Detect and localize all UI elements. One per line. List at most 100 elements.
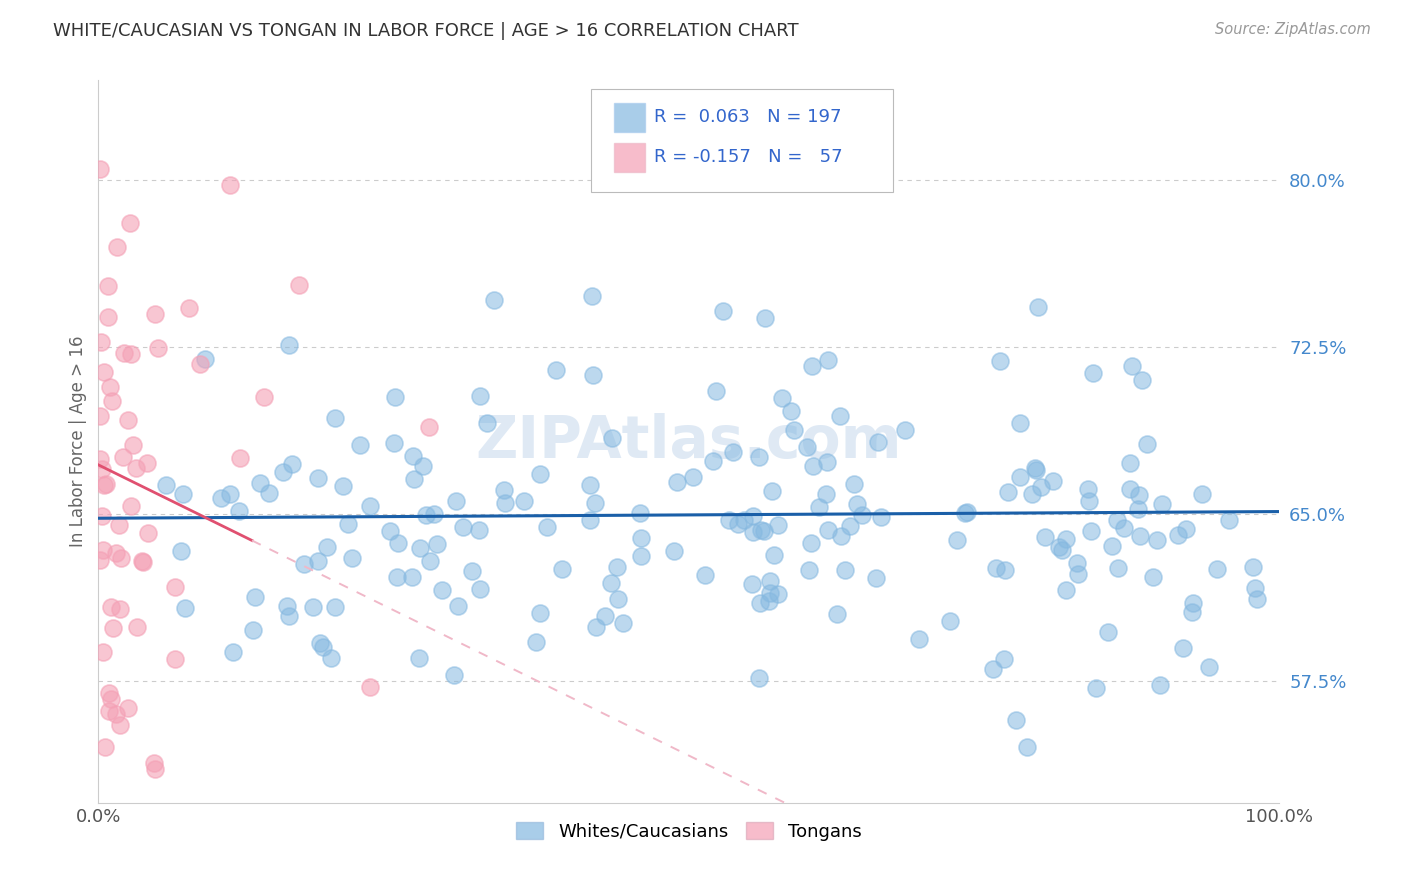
- Point: [814, 487, 837, 501]
- Point: [1024, 460, 1046, 475]
- Point: [1142, 570, 1164, 584]
- Point: [827, 607, 849, 621]
- Point: [271, 465, 294, 479]
- Point: [97, 279, 120, 293]
- Point: [602, 431, 624, 445]
- Text: R = -0.157   N =   57: R = -0.157 N = 57: [654, 148, 842, 166]
- Point: [721, 445, 744, 459]
- Point: [981, 662, 1004, 676]
- Point: [800, 535, 823, 549]
- Point: [1084, 681, 1107, 695]
- Point: [1077, 482, 1099, 496]
- Point: [401, 569, 423, 583]
- Point: [1130, 373, 1153, 387]
- Point: [1080, 524, 1102, 539]
- Point: [179, 301, 201, 316]
- Point: [165, 652, 187, 666]
- Point: [340, 551, 363, 566]
- Point: [595, 609, 617, 624]
- Point: [733, 513, 755, 527]
- Point: [127, 620, 149, 634]
- Point: [219, 487, 242, 501]
- Point: [956, 505, 979, 519]
- Point: [1118, 482, 1140, 496]
- Point: [1218, 513, 1240, 527]
- Point: [321, 651, 343, 665]
- Point: [120, 500, 142, 514]
- Point: [578, 478, 600, 492]
- Point: [278, 338, 301, 352]
- Point: [89, 162, 111, 177]
- Point: [482, 293, 505, 308]
- Point: [752, 524, 775, 538]
- Point: [1171, 640, 1194, 655]
- Point: [838, 519, 860, 533]
- Point: [945, 533, 967, 548]
- Point: [90, 462, 112, 476]
- Point: [312, 640, 335, 654]
- Point: [759, 585, 782, 599]
- Point: [222, 645, 245, 659]
- Point: [136, 526, 159, 541]
- Point: [173, 601, 195, 615]
- Point: [1241, 560, 1264, 574]
- Point: [704, 384, 727, 398]
- Point: [682, 469, 704, 483]
- Point: [612, 615, 634, 630]
- Point: [110, 601, 132, 615]
- Point: [630, 506, 652, 520]
- Point: [758, 594, 780, 608]
- Point: [461, 565, 484, 579]
- Point: [93, 477, 115, 491]
- Point: [105, 240, 128, 254]
- Point: [146, 341, 169, 355]
- Point: [276, 599, 298, 614]
- Point: [288, 278, 311, 293]
- Point: [1181, 605, 1204, 619]
- Point: [307, 554, 329, 568]
- Point: [94, 740, 117, 755]
- Point: [1118, 456, 1140, 470]
- Point: [763, 548, 786, 562]
- Point: [121, 438, 143, 452]
- Point: [607, 592, 630, 607]
- Point: [727, 517, 749, 532]
- Point: [228, 504, 250, 518]
- Point: [606, 560, 628, 574]
- Point: [281, 457, 304, 471]
- Point: [908, 632, 931, 647]
- Point: [385, 570, 408, 584]
- Point: [477, 416, 499, 430]
- Point: [1146, 533, 1168, 547]
- Point: [468, 582, 491, 596]
- Point: [748, 450, 770, 464]
- Point: [742, 524, 765, 539]
- Point: [163, 580, 186, 594]
- Point: [1029, 480, 1052, 494]
- Point: [101, 621, 124, 635]
- Point: [800, 359, 823, 374]
- Point: [1205, 562, 1227, 576]
- Point: [309, 636, 332, 650]
- Point: [513, 493, 536, 508]
- Point: [1067, 566, 1090, 581]
- Point: [1174, 523, 1197, 537]
- Point: [845, 497, 868, 511]
- Point: [994, 563, 1017, 577]
- Point: [630, 549, 652, 563]
- Point: [1004, 713, 1026, 727]
- Point: [1126, 502, 1149, 516]
- Point: [117, 700, 139, 714]
- Point: [524, 635, 547, 649]
- Point: [307, 471, 329, 485]
- Point: [402, 450, 425, 464]
- Point: [118, 216, 141, 230]
- Y-axis label: In Labor Force | Age > 16: In Labor Force | Age > 16: [69, 335, 87, 548]
- Point: [1166, 528, 1188, 542]
- Point: [132, 555, 155, 569]
- Point: [529, 606, 551, 620]
- Point: [112, 346, 135, 360]
- Point: [630, 531, 652, 545]
- Point: [89, 452, 111, 467]
- Point: [349, 438, 371, 452]
